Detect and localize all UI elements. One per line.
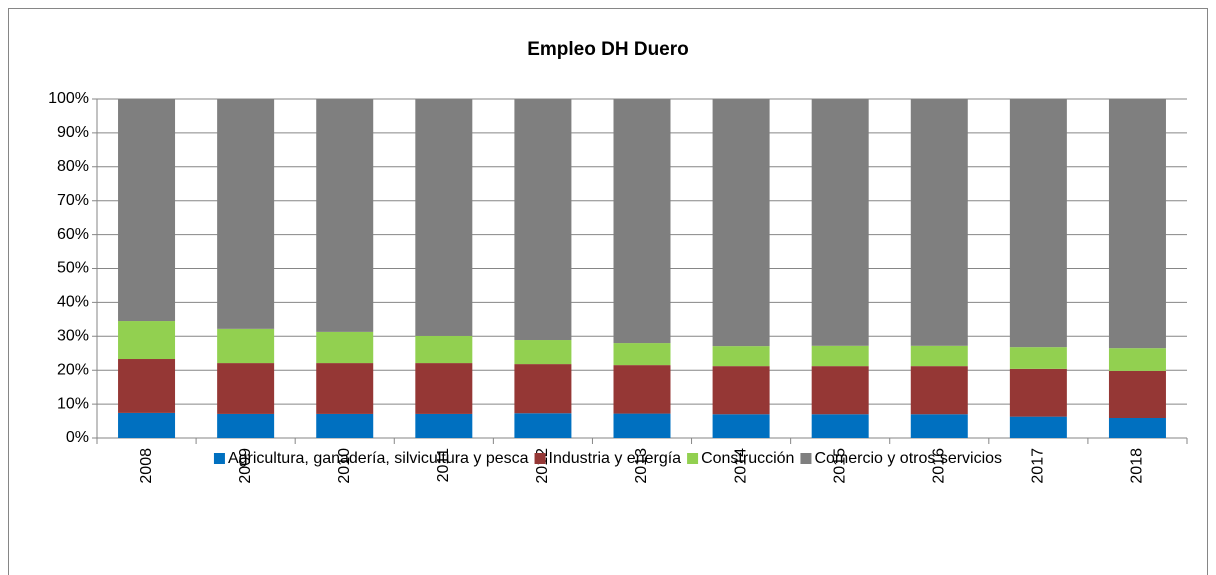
bar-segment <box>712 346 770 367</box>
y-tick-label: 50% <box>57 260 89 277</box>
bar-segment <box>910 414 968 438</box>
bar-segment <box>613 99 671 344</box>
bar-segment <box>118 321 176 360</box>
chart-title: Empleo DH Duero <box>527 39 689 60</box>
bar-segment <box>217 413 275 438</box>
y-tick-label: 80% <box>57 158 89 175</box>
legend-swatch <box>687 453 699 464</box>
bar-segment <box>811 345 869 367</box>
y-tick-label: 100% <box>48 90 89 107</box>
x-tick-label: 2009 <box>237 448 254 484</box>
bar-segment <box>217 99 275 329</box>
bar-segment <box>316 331 374 364</box>
bar-segment <box>514 99 572 341</box>
legend-label: Agricultura, ganadería, silvicultura y p… <box>228 450 529 467</box>
bar-segment <box>118 359 176 413</box>
bar-segment <box>1009 416 1067 438</box>
bar-segment <box>316 363 374 414</box>
bar-segment <box>811 414 869 438</box>
legend-swatch <box>213 453 225 464</box>
x-tick-label: 2011 <box>435 448 452 483</box>
bar-segment <box>118 99 176 322</box>
legend-swatch <box>534 453 546 464</box>
bar-segment <box>316 413 374 438</box>
bar-segment <box>910 366 968 415</box>
bar-segment <box>1108 370 1166 418</box>
bar-segment <box>514 340 572 365</box>
bar-segment <box>1009 99 1067 348</box>
bar-segment <box>712 414 770 438</box>
bar-segment <box>415 363 473 414</box>
bar-segment <box>1108 348 1166 371</box>
bar-segment <box>811 366 869 415</box>
bar-segment <box>118 412 176 438</box>
y-tick-label: 20% <box>57 361 89 378</box>
bar-segment <box>910 345 968 367</box>
bar-segment <box>415 99 473 336</box>
y-tick-label: 90% <box>57 124 89 141</box>
legend-label: Comercio y otros servicios <box>814 450 1002 467</box>
legend-swatch <box>800 453 812 464</box>
bar-segment <box>613 365 671 414</box>
bar-segment <box>514 364 572 414</box>
bar-segment <box>712 99 770 347</box>
bar-segment <box>514 413 572 438</box>
y-tick-label: 60% <box>57 226 89 243</box>
y-tick-label: 30% <box>57 328 89 345</box>
x-tick-label: 2014 <box>732 448 749 484</box>
y-tick-label: 40% <box>57 294 89 311</box>
legend: Agricultura, ganadería, silvicultura y p… <box>213 450 1002 467</box>
x-tick-label: 2017 <box>1030 448 1047 484</box>
y-tick-label: 10% <box>57 395 89 412</box>
bar-segment <box>613 413 671 438</box>
legend-label: Industria y energía <box>549 450 682 467</box>
x-tick-label: 2010 <box>336 448 353 484</box>
bar-segment <box>910 99 968 346</box>
bar-segment <box>1009 368 1067 417</box>
bar-segment <box>217 363 275 414</box>
bar-segment <box>613 343 671 366</box>
legend-label: Construcción <box>701 450 794 467</box>
bar-segment <box>811 99 869 346</box>
bar-segment <box>1108 99 1166 349</box>
chart-frame <box>8 8 1208 575</box>
x-tick-label: 2018 <box>1129 448 1146 484</box>
bar-segment <box>316 99 374 332</box>
bar-segment <box>415 335 473 364</box>
x-tick-label: 2013 <box>633 448 650 484</box>
x-tick-label: 2008 <box>138 448 155 484</box>
bar-segment <box>415 413 473 438</box>
bar-segment <box>1009 347 1067 369</box>
bar-segment <box>712 366 770 415</box>
x-tick-label: 2016 <box>930 448 947 484</box>
bar-segment <box>217 328 275 364</box>
y-tick-label: 0% <box>66 429 89 446</box>
bar-segment <box>1108 417 1166 438</box>
x-tick-label: 2015 <box>831 448 848 484</box>
y-tick-label: 70% <box>57 192 89 209</box>
